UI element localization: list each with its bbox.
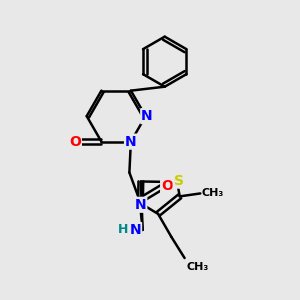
Text: H: H — [118, 224, 129, 236]
Text: O: O — [161, 179, 173, 193]
Text: S: S — [174, 174, 184, 188]
Text: N: N — [130, 223, 141, 237]
Text: N: N — [141, 109, 153, 123]
Text: N: N — [135, 198, 146, 212]
Text: CH₃: CH₃ — [186, 262, 208, 272]
Text: N: N — [125, 135, 137, 148]
Text: O: O — [69, 135, 81, 148]
Text: CH₃: CH₃ — [202, 188, 224, 198]
